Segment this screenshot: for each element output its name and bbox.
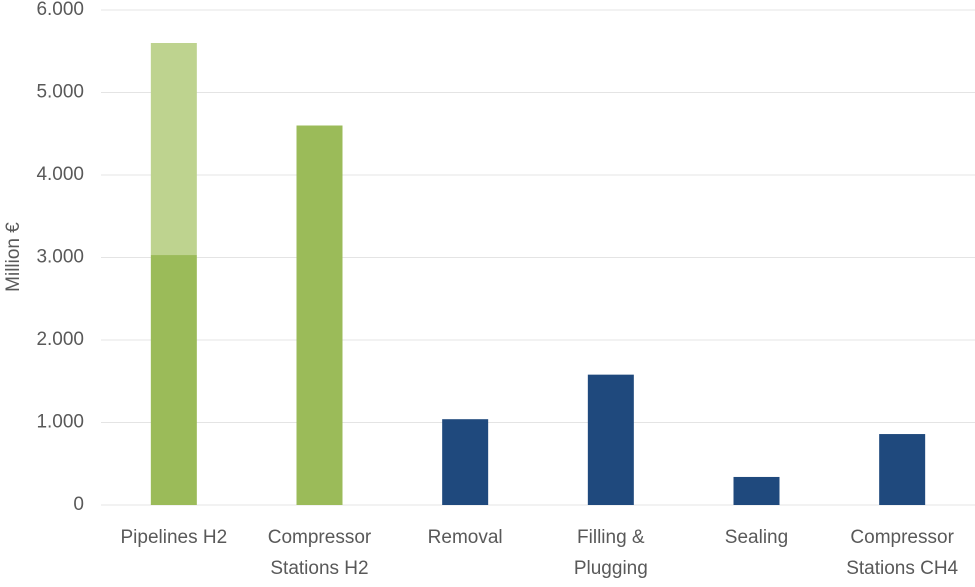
y-tick-label: 6.000 (36, 0, 84, 20)
y-axis-label: Million € (3, 222, 24, 292)
x-tick-label: Filling & Plugging (574, 527, 648, 579)
bar (879, 434, 926, 505)
bar (150, 255, 197, 505)
bar (442, 419, 489, 505)
y-tick-label: 4.000 (36, 164, 84, 185)
y-tick-label: 5.000 (36, 82, 84, 103)
bar (150, 43, 197, 256)
y-tick-label: 3.000 (36, 247, 84, 268)
bar (733, 476, 780, 505)
y-tick-label: 0 (73, 494, 84, 515)
x-tick-label: Removal (428, 527, 503, 548)
x-tick-label: Compressor Stations CH4 (846, 527, 958, 579)
y-tick-label: 1.000 (36, 412, 84, 433)
x-tick-label: Sealing (725, 527, 788, 548)
x-tick-label: Pipelines H2 (120, 527, 227, 548)
x-tick-label: Compressor Stations H2 (268, 527, 372, 579)
y-tick-label: 2.000 (36, 329, 84, 350)
bar (296, 125, 343, 505)
bar (587, 374, 634, 505)
